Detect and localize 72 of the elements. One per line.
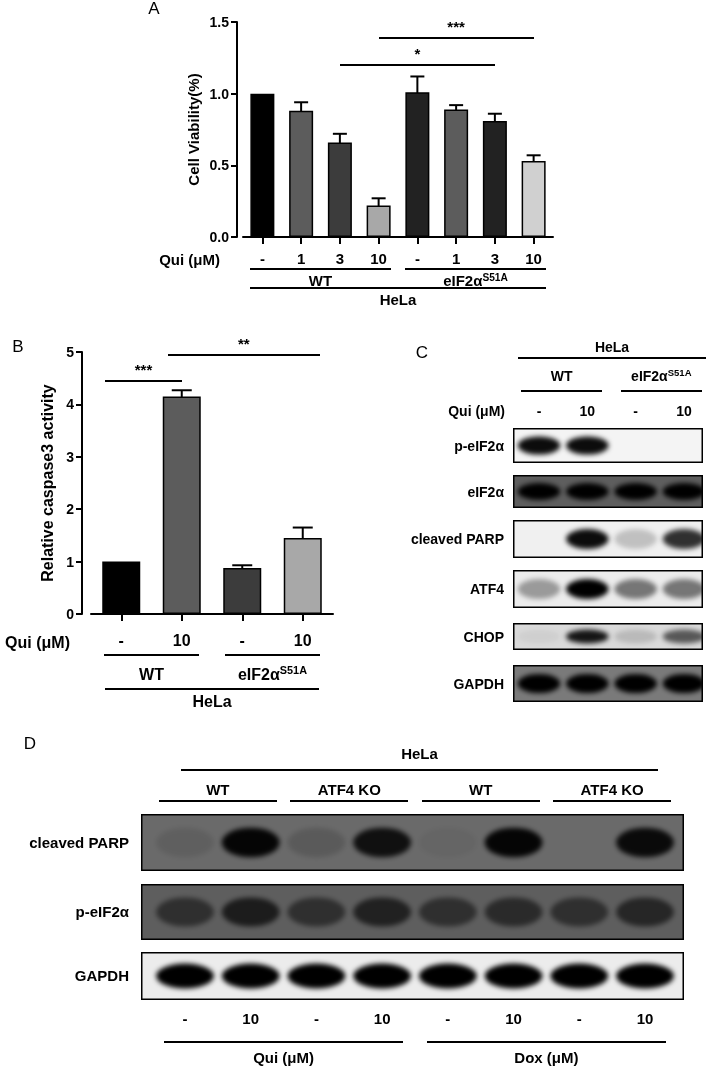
x-tick-label: 10 <box>172 631 191 649</box>
category-label: 10 <box>676 402 692 420</box>
text: ATF4 KO <box>317 780 381 799</box>
category-label: - <box>576 1010 582 1028</box>
text: C <box>415 343 429 363</box>
text: WT <box>206 780 230 799</box>
text: CHOP <box>463 628 504 645</box>
y-tick-label: 5 <box>66 344 75 360</box>
x-tick-label: - <box>118 631 124 649</box>
x-tick-label: 1 <box>451 250 461 267</box>
y-tick-label: 0.0 <box>209 229 230 245</box>
annotation: * <box>414 45 421 63</box>
y-tick-label: 1.0 <box>209 85 230 102</box>
category-label: 10 <box>505 1010 522 1028</box>
x-tick-label: 10 <box>370 250 387 267</box>
text: eIF2α <box>467 483 504 500</box>
x-tick-label: 10 <box>293 631 312 649</box>
text: cleaved PARP <box>29 833 129 852</box>
text: eIF2α$^{S51A}$ <box>631 366 692 385</box>
x-tick-label: 1 <box>296 250 306 267</box>
y-tick-label: 4 <box>66 396 75 413</box>
text: D <box>23 734 37 754</box>
x-tick-label: 3 <box>335 250 345 267</box>
chart-title: A <box>148 0 160 19</box>
x-axis-title: Qui (μM) <box>159 251 220 269</box>
x-tick-label: - <box>259 250 265 267</box>
y-tick-label: 0.5 <box>209 157 230 174</box>
x-axis-title: Qui (μM) <box>5 633 70 653</box>
text: Dox (μM) <box>514 1049 579 1067</box>
y-tick-label: 0 <box>66 606 75 622</box>
text: GAPDH <box>74 967 129 985</box>
x-tick-label: 10 <box>525 250 542 267</box>
category-label: 10 <box>636 1010 654 1028</box>
y-axis-title: Cell Viability(%) <box>185 73 202 186</box>
text: Qui (μM) <box>253 1049 314 1067</box>
category-label: - <box>633 402 638 420</box>
text: GAPDH <box>453 675 504 692</box>
category-label: - <box>445 1010 451 1028</box>
category-label: 10 <box>373 1010 391 1028</box>
text: Qui (μM) <box>448 402 505 420</box>
text: WT <box>469 780 493 799</box>
category-label: 10 <box>242 1010 260 1028</box>
y-tick-label: 3 <box>66 448 75 465</box>
category-label: - <box>182 1010 188 1028</box>
category-label: - <box>536 402 542 420</box>
annotation: ** <box>237 335 250 353</box>
y-tick-label: 1.5 <box>209 14 230 30</box>
text: p-eIF2α <box>75 903 129 921</box>
text: ATF4 <box>470 580 504 598</box>
x-tick-label: - <box>239 631 245 649</box>
text: WT <box>550 367 573 385</box>
text: HeLa <box>379 291 417 309</box>
text: eIF2α$^{S51A}$ <box>443 271 508 290</box>
annotation: *** <box>447 18 465 36</box>
text: WT <box>308 272 333 290</box>
category-label: 10 <box>579 402 596 420</box>
y-tick-label: 1 <box>66 553 75 570</box>
x-tick-label: - <box>414 250 420 267</box>
text: HeLa <box>594 338 630 356</box>
text: ATF4 KO <box>580 780 644 799</box>
text: eIF2α$^{S51A}$ <box>237 663 308 685</box>
x-tick-label: 3 <box>490 250 500 267</box>
text: cleaved PARP <box>410 530 504 548</box>
annotation: *** <box>134 361 153 379</box>
category-label: - <box>313 1010 319 1028</box>
text: HeLa <box>401 745 438 763</box>
text: WT <box>139 665 164 685</box>
y-tick-label: 2 <box>66 501 75 518</box>
text: p-eIF2α <box>454 437 504 454</box>
chart-title: B <box>12 337 24 357</box>
text: HeLa <box>192 692 232 712</box>
y-axis-title: Relative caspase3 activity <box>38 384 56 582</box>
